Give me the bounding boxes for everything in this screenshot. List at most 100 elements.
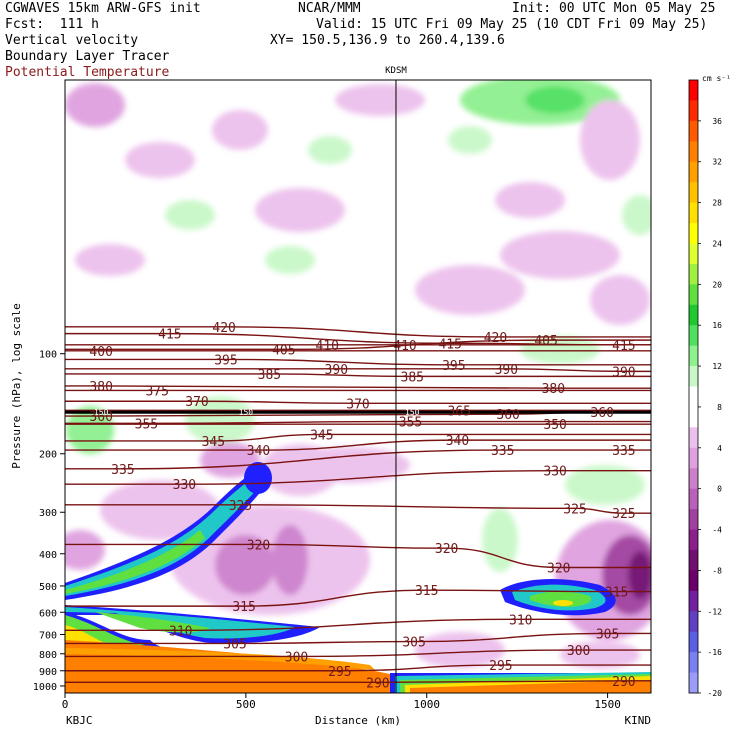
colorbar-cell [689, 182, 698, 204]
theta-contour [65, 332, 651, 346]
theta-contour [65, 420, 651, 425]
station-marker-label: KDSM [385, 66, 407, 76]
theta-label: 420 [484, 331, 507, 346]
y-tick-label: 800 [39, 650, 57, 661]
colorbar-cell [689, 243, 698, 265]
colorbar-label: -4 [712, 526, 722, 535]
colorbar-label: 20 [712, 280, 722, 289]
theta-label: 310 [169, 624, 192, 639]
colorbar-cell [689, 202, 698, 224]
x-axis-label: Distance (km) [315, 714, 401, 727]
theta-contour [65, 326, 651, 338]
theta-label: 315 [605, 586, 628, 601]
colorbar-label: 32 [712, 158, 722, 167]
theta-label: 350 [543, 418, 566, 433]
colorbar-cell [689, 427, 698, 449]
colorbar-cell [689, 672, 698, 694]
theta-label: 335 [491, 444, 514, 459]
theta-contour [65, 433, 651, 442]
y-tick-label: 700 [39, 630, 57, 641]
colorbar-cell [689, 468, 698, 490]
theta-contour [65, 368, 651, 373]
theta-label: 305 [402, 636, 425, 651]
x-tick-label: 0 [62, 698, 69, 711]
theta-label: 290 [366, 676, 389, 691]
theta-label: 345 [310, 428, 333, 443]
init-time: Init: 00 UTC Mon 05 May 25 [512, 1, 716, 16]
y-tick-label: 900 [39, 667, 57, 678]
boundary-layer-tracer [65, 462, 651, 693]
forecast-hour: Fcst: 111 h [5, 17, 99, 32]
field-potential-temperature: Potential Temperature [5, 65, 170, 80]
colorbar-label: -20 [708, 689, 723, 698]
y-tick-label: 400 [39, 550, 57, 561]
colorbar-cell [689, 652, 698, 674]
colorbar-cell [689, 223, 698, 244]
y-tick-label: 300 [39, 508, 57, 519]
colorbar-cell [689, 529, 698, 551]
theta-contour [65, 358, 651, 366]
theta-label: 420 [212, 321, 235, 336]
colorbar-label: 16 [712, 321, 722, 330]
theta-contour [65, 449, 651, 470]
theta-label: 360 [496, 408, 519, 423]
x-tick-label: 1500 [594, 698, 621, 711]
colorbar-cell [689, 263, 698, 285]
theta-label: 380 [542, 382, 565, 397]
tropopause-label: 150 [405, 408, 420, 417]
colorbar: 36 32 28 24 20 16 12 8 4 0 -4 -8 -12 -16 -20 [688, 79, 723, 698]
theta-label: 300 [285, 650, 308, 665]
theta-label: 345 [202, 435, 225, 450]
colorbar-label: 24 [712, 239, 722, 248]
theta-contour [65, 400, 651, 405]
colorbar-cell [689, 406, 698, 428]
colorbar-label: -12 [708, 607, 723, 616]
theta-label: 405 [534, 334, 557, 349]
y-axis-label: Pressure (hPa), log scale [10, 303, 23, 469]
colorbar-cell [689, 570, 698, 592]
theta-label: 315 [415, 584, 438, 599]
theta-label: 375 [145, 384, 168, 399]
model-title: CGWAVES 15km ARW-GFS init [5, 1, 201, 16]
theta-label: 365 [448, 404, 471, 419]
theta-label: 340 [247, 444, 270, 459]
theta-labels: 290 290 295 295 300 300 305 305 305 310 310 315 315 3… [89, 321, 635, 691]
theta-contour [65, 618, 651, 632]
theta-label: 320 [247, 538, 270, 553]
cross-section-xy: XY= 150.5,136.9 to 260.4,139.6 [270, 33, 505, 48]
theta-contour [65, 543, 651, 569]
y-tick-label: 600 [39, 608, 57, 619]
theta-label: 370 [346, 397, 369, 412]
colorbar-cell [689, 120, 698, 142]
colorbar-cell [689, 549, 698, 571]
colorbar-cell [689, 141, 698, 163]
theta-label: 390 [495, 363, 518, 378]
x-axis: 0 500 1000 1500 [62, 693, 621, 711]
theta-label: 330 [173, 478, 196, 493]
y-tick-label: 500 [39, 582, 57, 593]
left-station-label: KBJC [66, 714, 93, 727]
theta-contour [65, 504, 651, 514]
theta-label: 360 [89, 410, 112, 425]
colorbar-label: -16 [708, 648, 723, 657]
theta-label: 390 [325, 363, 348, 378]
shading-layer: 290 290 295 295 300 300 305 305 305 310 310 315 315 3… [65, 80, 651, 693]
theta-label: 405 [272, 343, 295, 358]
theta-label: 385 [401, 370, 424, 385]
theta-label: 340 [446, 434, 469, 449]
colorbar-cell [689, 80, 698, 101]
right-station-label: KIND [625, 714, 652, 727]
theta-label: 380 [89, 380, 112, 395]
y-tick-label: 1000 [33, 682, 57, 693]
y-tick-label: 100 [39, 350, 57, 361]
theta-label: 335 [111, 463, 134, 478]
colorbar-cell [689, 488, 698, 510]
plot-frame [64, 79, 652, 694]
theta-contour [65, 632, 651, 645]
theta-label: 400 [89, 345, 112, 360]
colorbar-cell [689, 345, 698, 367]
theta-label: 360 [590, 406, 613, 421]
theta-label: 305 [596, 627, 619, 642]
theta-label: 355 [399, 416, 422, 431]
colorbar-label: 36 [712, 117, 722, 126]
